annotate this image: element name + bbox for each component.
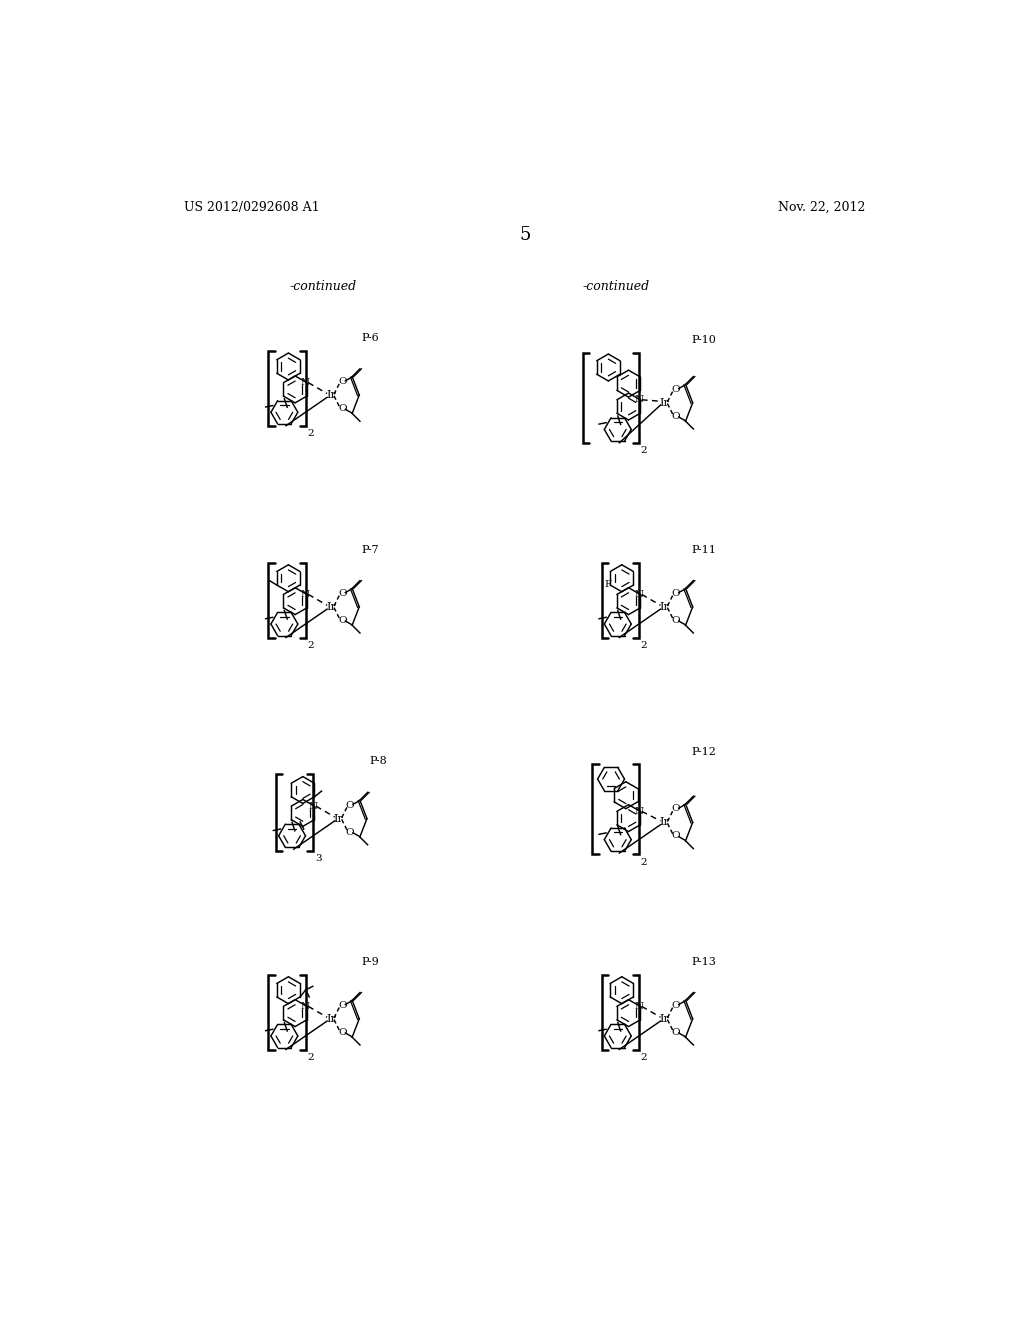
Text: Ir: Ir: [334, 813, 343, 824]
Text: N: N: [308, 801, 317, 810]
Text: P-7: P-7: [361, 545, 379, 556]
Text: N: N: [301, 378, 310, 387]
Text: Ir: Ir: [659, 397, 670, 408]
Text: P-6: P-6: [361, 334, 379, 343]
Text: O: O: [672, 1001, 680, 1010]
Text: Ir: Ir: [659, 1014, 670, 1024]
Text: O: O: [338, 615, 346, 624]
Text: O: O: [338, 1028, 346, 1036]
Text: O: O: [338, 404, 346, 413]
Text: Ir: Ir: [326, 1014, 336, 1024]
Text: N: N: [634, 590, 643, 599]
Text: O: O: [338, 378, 346, 387]
Text: N: N: [634, 1002, 643, 1011]
Text: O: O: [672, 832, 680, 841]
Text: -continued: -continued: [290, 280, 356, 293]
Text: 2: 2: [641, 642, 647, 651]
Text: N: N: [634, 395, 643, 404]
Text: 5: 5: [519, 226, 530, 244]
Text: 2: 2: [641, 1053, 647, 1063]
Text: N: N: [634, 807, 643, 816]
Text: O: O: [672, 385, 680, 393]
Text: P-12: P-12: [691, 747, 716, 756]
Text: N: N: [301, 1002, 310, 1011]
Text: O: O: [672, 804, 680, 813]
Text: P-13: P-13: [691, 957, 716, 968]
Text: Ir: Ir: [659, 602, 670, 611]
Text: Ir: Ir: [659, 817, 670, 828]
Text: O: O: [346, 801, 354, 809]
Text: N: N: [301, 590, 310, 599]
Text: P-11: P-11: [691, 545, 716, 556]
Text: -continued: -continued: [582, 280, 649, 293]
Text: O: O: [672, 589, 680, 598]
Text: O: O: [338, 589, 346, 598]
Text: O: O: [672, 615, 680, 624]
Text: 2: 2: [307, 1053, 314, 1063]
Text: Ir: Ir: [326, 391, 336, 400]
Text: O: O: [346, 828, 354, 837]
Text: P-8: P-8: [370, 756, 387, 766]
Text: O: O: [338, 1001, 346, 1010]
Text: 2: 2: [307, 429, 314, 438]
Text: 2: 2: [641, 858, 647, 866]
Text: P-9: P-9: [361, 957, 379, 968]
Text: US 2012/0292608 A1: US 2012/0292608 A1: [184, 201, 321, 214]
Text: O: O: [672, 412, 680, 421]
Text: 3: 3: [315, 854, 322, 863]
Text: 2: 2: [641, 446, 647, 455]
Text: O: O: [672, 1028, 680, 1036]
Text: Ir: Ir: [326, 602, 336, 611]
Text: F: F: [604, 581, 611, 590]
Text: 2: 2: [307, 642, 314, 651]
Text: Nov. 22, 2012: Nov. 22, 2012: [778, 201, 865, 214]
Text: P-10: P-10: [691, 335, 716, 345]
